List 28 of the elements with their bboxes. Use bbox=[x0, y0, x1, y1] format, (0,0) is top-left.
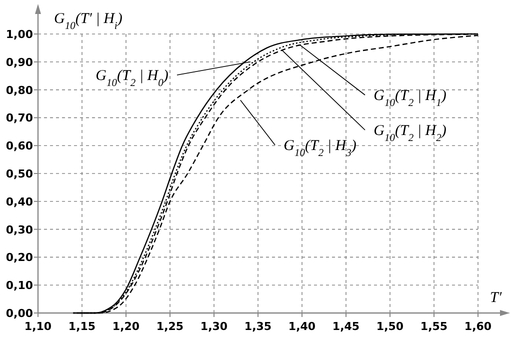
y-tick-label: 0,80 bbox=[6, 84, 34, 97]
y-tick-label: 0,60 bbox=[6, 140, 34, 153]
y-tick-label: 0,10 bbox=[6, 279, 34, 292]
y-tick-label: 0,40 bbox=[6, 195, 34, 208]
y-tick-label: 1,00 bbox=[6, 28, 34, 41]
x-tick-label: 1,40 bbox=[288, 320, 316, 333]
x-tick-label: 1,30 bbox=[200, 320, 228, 333]
x-tick-label: 1,35 bbox=[244, 320, 272, 333]
x-tick-label: 1,45 bbox=[332, 320, 360, 333]
annotation: G$_{10}$(T$_{2}$ | H$_{0}$) bbox=[96, 68, 168, 88]
x-tick-label: 1,15 bbox=[68, 320, 96, 333]
x-tick-label: 1,25 bbox=[156, 320, 184, 333]
x-tick-label: 1,10 bbox=[24, 320, 52, 333]
x-axis-title: T′ bbox=[490, 290, 502, 306]
y-axis-title: G$_{10}$(T′ | H$_{i}$) bbox=[54, 11, 122, 32]
y-tick-label: 0,20 bbox=[6, 251, 34, 264]
annotation: G$_{10}$(T$_{2}$ | H$_{3}$) bbox=[284, 138, 356, 158]
y-tick-label: 0,70 bbox=[6, 112, 34, 125]
x-tick-label: 1,50 bbox=[376, 320, 404, 333]
x-tick-label: 1,20 bbox=[112, 320, 140, 333]
annotation: G$_{10}$(T$_{2}$ | H$_{2}$) bbox=[374, 123, 446, 144]
y-tick-label: 0,90 bbox=[6, 56, 34, 69]
x-tick-label: 1,60 bbox=[464, 320, 492, 333]
x-tick-label: 1,55 bbox=[420, 320, 448, 333]
y-tick-label: 0,30 bbox=[6, 223, 34, 236]
annotation: G$_{10}$(T$_{2}$ | H$_{1}$) bbox=[374, 88, 446, 108]
y-tick-label: 0,00 bbox=[6, 307, 34, 320]
y-tick-label: 0,50 bbox=[6, 168, 34, 180]
